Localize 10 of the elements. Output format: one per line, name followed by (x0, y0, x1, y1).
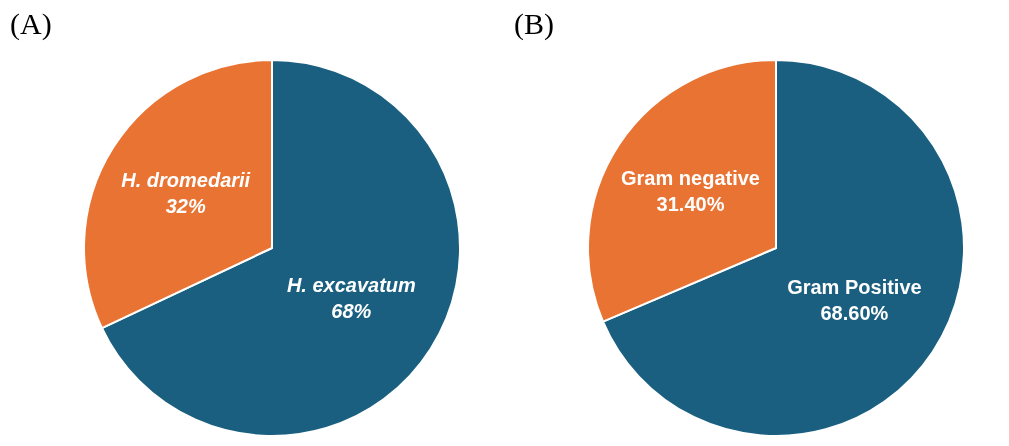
chart-title: (B) (514, 7, 555, 42)
data-label: 32% (165, 195, 206, 218)
chart-title: (A) (10, 7, 52, 42)
data-label: 68.60% (820, 301, 889, 324)
slice-label: H. excavatum (286, 274, 416, 297)
data-label: 31.40% (656, 193, 725, 216)
slice-label: Gram Positive (787, 275, 922, 298)
data-label: 68% (331, 300, 372, 323)
slice-label: Gram negative (621, 167, 760, 190)
slice-label: H. dromedarii (121, 169, 251, 192)
